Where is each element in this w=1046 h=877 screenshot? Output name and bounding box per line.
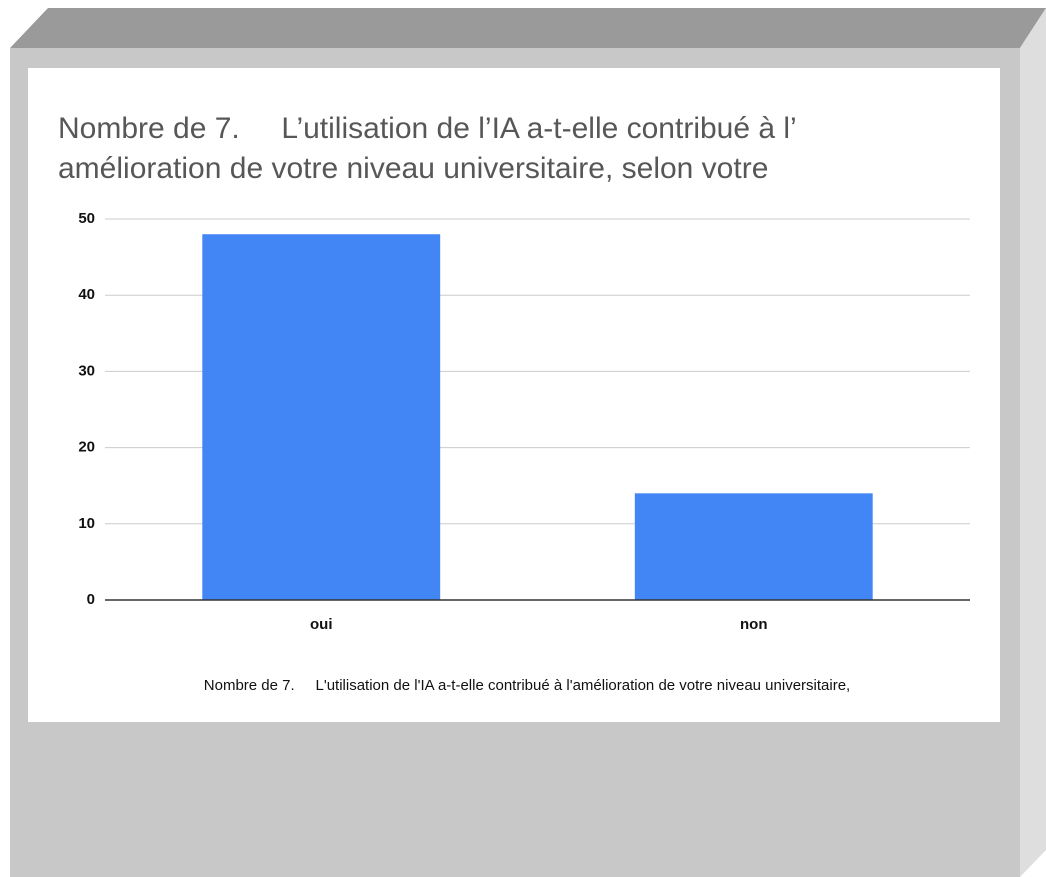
y-tick-label: 20 [78, 439, 95, 456]
chart-title: amélioration de votre niveau universitai… [58, 152, 768, 185]
bar [202, 234, 441, 601]
chart-panel [28, 68, 1000, 722]
y-tick-label: 30 [78, 362, 95, 379]
frame-top [10, 8, 1046, 48]
y-tick-label: 40 [78, 286, 95, 303]
chart-title: Nombre de 7. L’utilisation de l’IA a-t-e… [58, 112, 797, 145]
x-tick-label: oui [310, 616, 333, 633]
bar [634, 493, 873, 600]
y-tick-label: 10 [78, 515, 95, 532]
y-tick-label: 50 [78, 210, 95, 227]
x-tick-label: non [740, 616, 768, 633]
x-axis-label: Nombre de 7. L'utilisation de l'IA a-t-e… [204, 677, 850, 694]
y-tick-label: 0 [87, 591, 95, 608]
frame-side [1020, 8, 1046, 877]
